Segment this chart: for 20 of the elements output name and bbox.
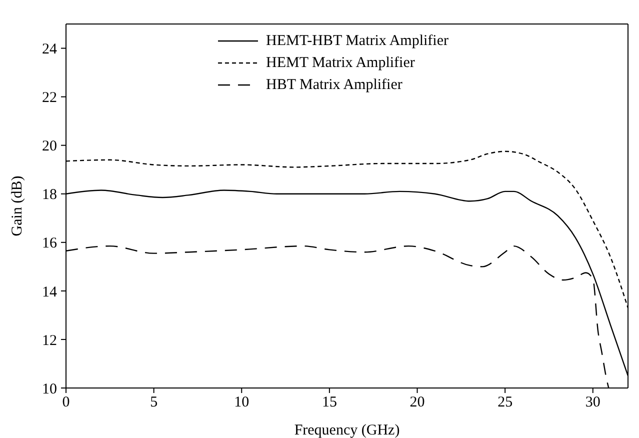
x-tick-label: 0 — [62, 394, 70, 411]
y-tick-label: 10 — [42, 381, 57, 398]
y-tick-label: 22 — [42, 90, 57, 106]
legend-label: HEMT-HBT Matrix Amplifier — [266, 32, 448, 51]
x-tick-label: 10 — [234, 394, 250, 411]
legend-label: HBT Matrix Amplifier — [266, 76, 402, 95]
x-tick-label: 20 — [410, 394, 425, 411]
x-tick-label: 5 — [150, 394, 158, 411]
y-axis-title: Gain (dB) — [9, 176, 26, 236]
legend-label: HEMT Matrix Amplifier — [266, 54, 415, 73]
y-tick-label: 12 — [42, 332, 57, 349]
x-tick-label: 25 — [498, 394, 513, 411]
y-tick-label: 18 — [42, 187, 57, 204]
y-tick-label: 14 — [42, 284, 58, 300]
x-axis-title: Frequency (GHz) — [294, 422, 400, 438]
x-tick-label: 15 — [322, 394, 337, 411]
x-tick-label: 30 — [585, 394, 600, 411]
y-tick-label: 24 — [42, 42, 58, 58]
y-tick-label: 20 — [42, 138, 57, 155]
y-tick-label: 16 — [42, 236, 58, 252]
